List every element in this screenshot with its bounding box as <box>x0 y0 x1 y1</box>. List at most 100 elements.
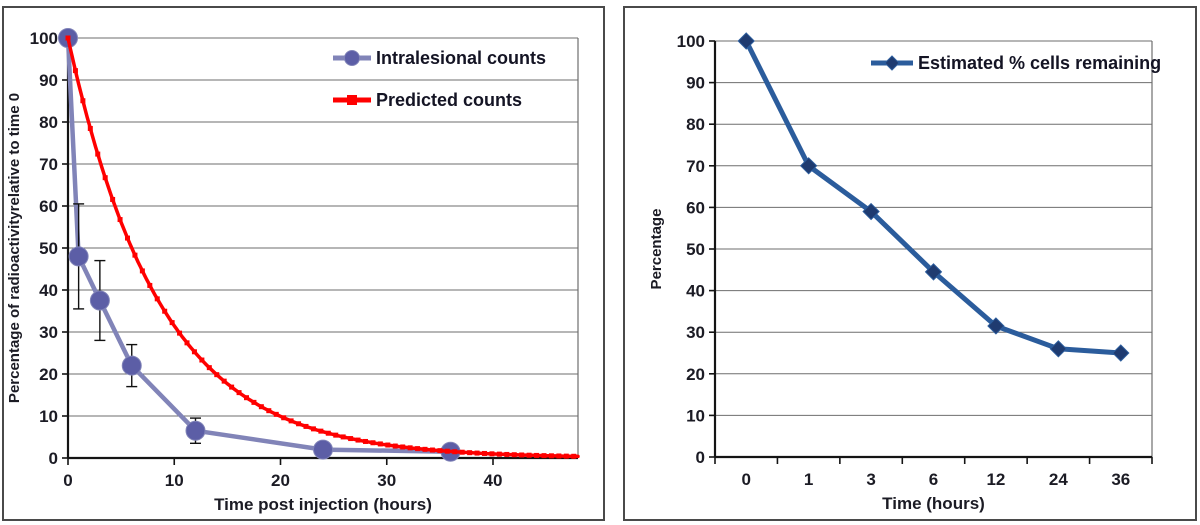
legend-square-marker <box>347 95 357 105</box>
y-tick-label: 20 <box>39 365 58 384</box>
series-predicted-counts-marker <box>474 450 480 456</box>
series-predicted-counts-marker <box>385 442 391 448</box>
series-predicted-counts-marker <box>548 453 554 459</box>
series-predicted-counts-marker <box>400 444 406 450</box>
series-predicted-counts-marker <box>392 443 398 449</box>
series-predicted-counts-marker <box>273 411 279 417</box>
series-predicted-counts-marker <box>72 68 78 74</box>
series-predicted-counts-marker <box>87 125 93 131</box>
x-tick-label: 0 <box>741 470 750 489</box>
series-predicted-counts-marker <box>355 437 361 443</box>
series-predicted-counts-marker <box>541 453 547 459</box>
series-predicted-counts-marker <box>437 448 443 454</box>
series-estimated-cells-remaining-marker <box>799 157 818 175</box>
series-estimated-cells-remaining-marker <box>924 263 943 281</box>
series-estimated-cells-remaining-marker <box>1112 344 1130 362</box>
series-predicted-counts-marker <box>281 415 287 421</box>
legend-entry-estimated-cells-remaining: Estimated % cells remaining <box>871 53 1161 73</box>
series-predicted-counts-marker <box>467 450 473 456</box>
y-tick-label: 50 <box>686 240 705 259</box>
series-estimated-cells-remaining-marker <box>1049 340 1068 358</box>
series-predicted-counts-marker <box>258 404 264 410</box>
series-predicted-counts-marker <box>534 452 540 458</box>
series-predicted-counts-marker <box>422 446 428 452</box>
series-predicted-counts-marker <box>244 395 249 401</box>
x-tick-label: 1 <box>804 470 813 489</box>
legend-label: Predicted counts <box>376 90 522 110</box>
series-predicted-counts-marker <box>110 196 116 202</box>
series-predicted-counts-marker <box>333 432 339 438</box>
series-predicted-counts-marker <box>363 438 368 444</box>
series-predicted-counts-marker <box>519 452 525 458</box>
series-estimated-cells-remaining-marker <box>737 32 755 50</box>
legend-label: Intralesional counts <box>376 48 546 68</box>
x-tick-label: 6 <box>929 470 938 489</box>
series-predicted-counts-marker <box>571 453 577 459</box>
series-predicted-counts-marker <box>117 217 123 223</box>
y-tick-label: 60 <box>686 198 705 217</box>
series-predicted-counts-marker <box>377 441 383 447</box>
series-predicted-counts-marker <box>132 252 138 258</box>
legend-entry-predicted-counts: Predicted counts <box>333 90 522 110</box>
series-predicted-counts-marker <box>489 451 495 457</box>
series-intralesional-counts-marker <box>185 420 206 441</box>
series-predicted-counts-marker <box>102 175 108 181</box>
series-predicted-counts-marker <box>214 372 220 378</box>
series-predicted-counts-marker <box>496 451 502 457</box>
legend-circle-marker <box>344 50 360 66</box>
series-predicted-counts-marker <box>370 440 376 446</box>
y-tick-label: 60 <box>39 197 58 216</box>
series-predicted-counts-marker <box>184 340 190 346</box>
series-predicted-counts-marker <box>80 98 86 104</box>
series-predicted-counts-marker <box>429 447 435 453</box>
y-tick-label: 100 <box>677 32 705 51</box>
series-predicted-counts-marker <box>154 296 160 302</box>
y-axis-title: Percentage <box>648 209 665 290</box>
y-axis-title: Percentage of radioactivityrelative to t… <box>6 93 23 403</box>
x-tick-label: 30 <box>377 471 396 490</box>
series-predicted-counts-marker <box>125 235 130 241</box>
x-tick-label: 3 <box>866 470 875 489</box>
x-tick-label: 24 <box>1049 470 1068 489</box>
series-predicted-counts-marker <box>221 378 227 384</box>
series-predicted-counts-marker <box>65 35 71 41</box>
x-axis-title: Time post injection (hours) <box>214 495 432 514</box>
series-intralesional-counts-marker <box>68 246 89 267</box>
series-intralesional-counts-marker <box>121 355 142 376</box>
y-tick-label: 30 <box>686 323 705 342</box>
series-predicted-counts-marker <box>556 453 562 459</box>
y-tick-label: 30 <box>39 323 58 342</box>
y-tick-label: 90 <box>686 74 705 93</box>
x-tick-label: 40 <box>484 471 503 490</box>
series-predicted-counts-marker <box>452 449 458 455</box>
left-chart-panel: 0 10 20 30 40 50 60 70 80 90 100 0 10 20 30 40 Time post… <box>2 6 605 521</box>
series-predicted-counts-marker <box>177 330 183 336</box>
series-predicted-counts-marker <box>251 399 257 405</box>
series-predicted-counts-marker <box>169 320 175 326</box>
y-tick-label: 70 <box>39 155 58 174</box>
series-predicted-counts-marker <box>340 434 346 440</box>
series-predicted-counts-marker <box>318 428 324 434</box>
legend-diamond-marker <box>884 55 900 71</box>
legend-entry-intralesional-counts: Intralesional counts <box>333 48 546 68</box>
series-predicted-counts-marker <box>206 365 212 371</box>
x-axis-title: Time (hours) <box>882 494 985 513</box>
x-tick-label: 10 <box>165 471 184 490</box>
series-predicted-counts-marker <box>95 151 101 157</box>
series-predicted-counts-marker <box>236 390 242 396</box>
series-estimated-cells-remaining-marker <box>987 317 1005 335</box>
series-predicted-counts-marker <box>511 452 517 458</box>
series-predicted-counts-marker <box>526 452 532 458</box>
y-tick-label: 40 <box>39 281 58 300</box>
y-tick-label: 20 <box>686 365 705 384</box>
series-predicted-counts-marker <box>415 446 421 452</box>
series-predicted-counts-marker <box>504 451 510 457</box>
x-tick-label: 0 <box>63 471 72 490</box>
y-tick-label: 10 <box>686 406 705 425</box>
y-tick-label: 100 <box>30 29 58 48</box>
series-predicted-counts-marker <box>303 423 309 429</box>
legend-label: Estimated % cells remaining <box>918 53 1161 73</box>
y-tick-label: 80 <box>39 113 58 132</box>
